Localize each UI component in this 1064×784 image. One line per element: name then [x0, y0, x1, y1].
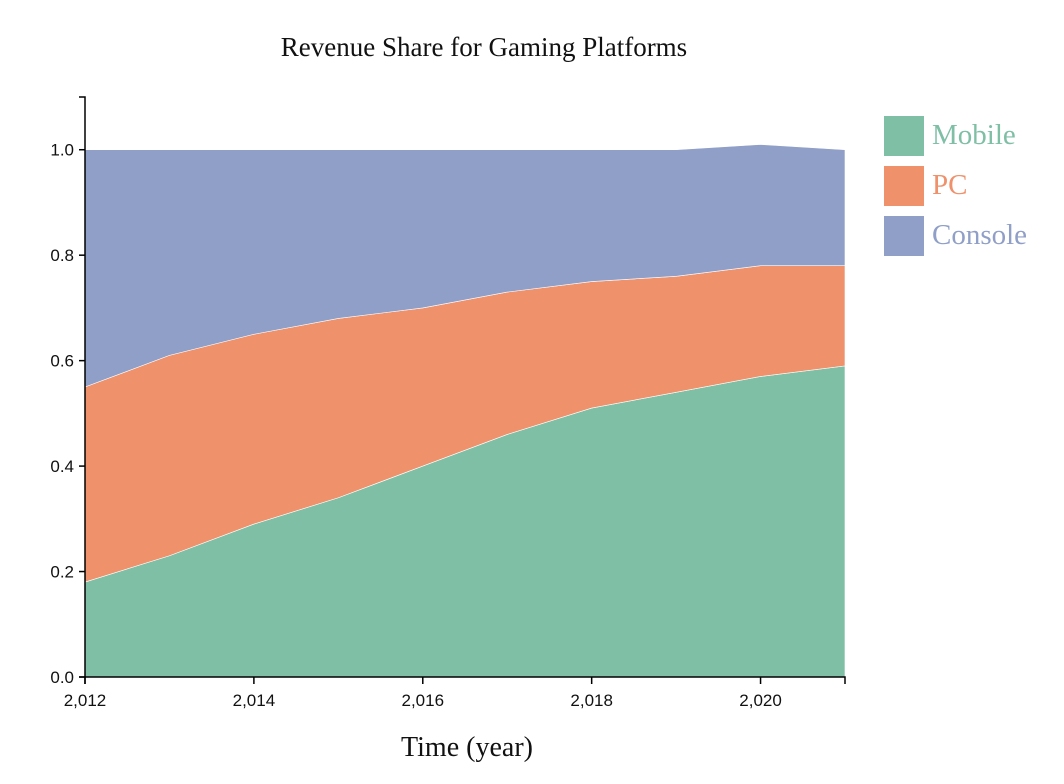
y-axis-line: [79, 96, 86, 678]
x-tick-label: 2,014: [233, 691, 276, 710]
y-tick-label: 0.2: [50, 563, 74, 582]
area-layer: [84, 144, 846, 678]
y-tick-label: 1.0: [50, 141, 74, 160]
area-console: [84, 144, 846, 388]
legend-label: Mobile: [932, 119, 1016, 151]
legend-label: PC: [932, 169, 967, 201]
x-tick-label: 2,012: [64, 691, 107, 710]
y-tick-label: 0.0: [50, 668, 74, 687]
y-axis: 0.0 0.2 0.4 0.6 0.8 1.0: [50, 96, 86, 687]
y-tick-label: 0.6: [50, 352, 74, 371]
x-axis: 2,012 2,014 2,016 2,018 2,020: [64, 676, 846, 710]
legend-label: Console: [932, 219, 1027, 251]
legend-swatch: [884, 116, 924, 156]
y-tick-label: 0.8: [50, 246, 74, 265]
x-axis-title: Time (year): [401, 732, 533, 763]
legend-swatch: [884, 166, 924, 206]
x-tick-label: 2,018: [570, 691, 613, 710]
x-tick-label: 2,016: [402, 691, 445, 710]
x-tick-label: 2,020: [739, 691, 782, 710]
legend-item-mobile: Mobile: [884, 116, 1016, 156]
legend-swatch: [884, 216, 924, 256]
x-axis-line: [84, 676, 846, 684]
legend-item-pc: PC: [884, 166, 967, 206]
chart-title: Revenue Share for Gaming Platforms: [281, 32, 687, 62]
y-tick-label: 0.4: [50, 457, 74, 476]
legend-item-console: Console: [884, 216, 1027, 256]
legend: Mobile PC Console: [884, 116, 1027, 256]
